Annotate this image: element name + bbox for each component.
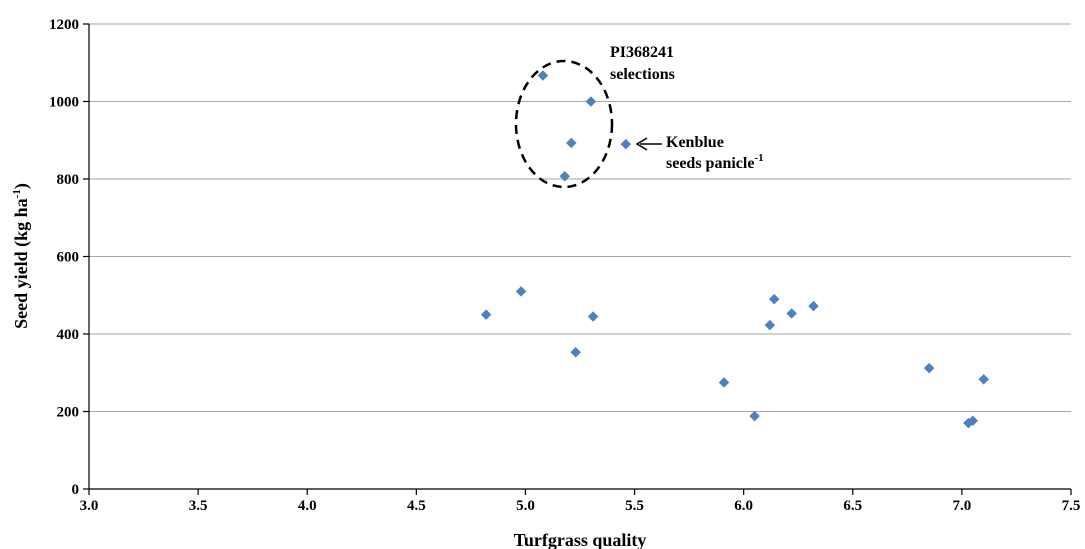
x-tick-label: 6.0 — [734, 498, 753, 514]
data-point — [967, 415, 979, 427]
x-tick-label: 6.5 — [843, 498, 862, 514]
y-tick-label: 200 — [57, 405, 80, 421]
x-tick-label: 7.0 — [953, 498, 972, 514]
kenblue-label-main: seeds panicle — [666, 155, 754, 172]
y-tick-label: 600 — [57, 250, 80, 266]
data-points — [480, 70, 990, 429]
x-tick-group: 3.0 3.5 4.0 4.5 5.0 5.5 6.0 6.5 7.0 7.5 — [80, 489, 1081, 514]
y-axis-title-sup: -1 — [11, 189, 23, 198]
kenblue-label-line2: seeds panicle-1 — [666, 152, 764, 172]
data-point — [559, 170, 571, 182]
data-point — [718, 377, 730, 388]
data-point — [749, 410, 760, 422]
y-axis-title-main: Seed yield (kg ha — [11, 198, 32, 329]
x-axis-title: Turfgrass quality — [514, 530, 647, 549]
kenblue-arrowhead — [635, 137, 648, 151]
data-point — [620, 138, 632, 150]
y-tick-label: 1000 — [49, 95, 79, 111]
data-point — [587, 311, 599, 322]
data-point — [585, 96, 597, 107]
y-tick-label: 400 — [57, 327, 80, 343]
data-point — [808, 300, 819, 312]
x-tick-label: 5.5 — [625, 498, 644, 514]
data-point — [515, 286, 527, 297]
y-axis-title: Seed yield (kg ha-1) — [11, 183, 32, 329]
x-tick-label: 4.5 — [407, 498, 426, 514]
y-axis-title-close: ) — [11, 183, 32, 189]
gridlines — [89, 23, 1071, 412]
selections-label-line2: selections — [610, 66, 675, 83]
y-tick-label: 1200 — [49, 17, 79, 33]
kenblue-label-sup: -1 — [754, 152, 763, 164]
selections-ellipse — [514, 59, 614, 189]
y-tick-label: 800 — [57, 172, 80, 188]
data-point — [480, 309, 492, 320]
x-tick-label: 5.0 — [516, 498, 535, 514]
x-tick-label: 3.5 — [189, 498, 208, 514]
selections-label-line1: PI368241 — [610, 44, 674, 61]
x-tick-label: 7.5 — [1062, 498, 1081, 514]
x-tick-label: 3.0 — [80, 498, 99, 514]
data-point — [565, 137, 577, 149]
data-point — [570, 346, 581, 358]
data-point — [537, 70, 549, 81]
kenblue-label-line1: Kenblue — [666, 134, 724, 151]
data-point — [786, 308, 798, 319]
y-tick-group: 0 200 400 600 800 1000 1200 — [49, 17, 89, 498]
data-point — [978, 373, 990, 385]
y-tick-label: 0 — [72, 482, 80, 498]
data-point — [923, 362, 935, 374]
data-point — [764, 319, 776, 331]
data-point — [768, 293, 780, 305]
x-tick-label: 4.0 — [298, 498, 317, 514]
